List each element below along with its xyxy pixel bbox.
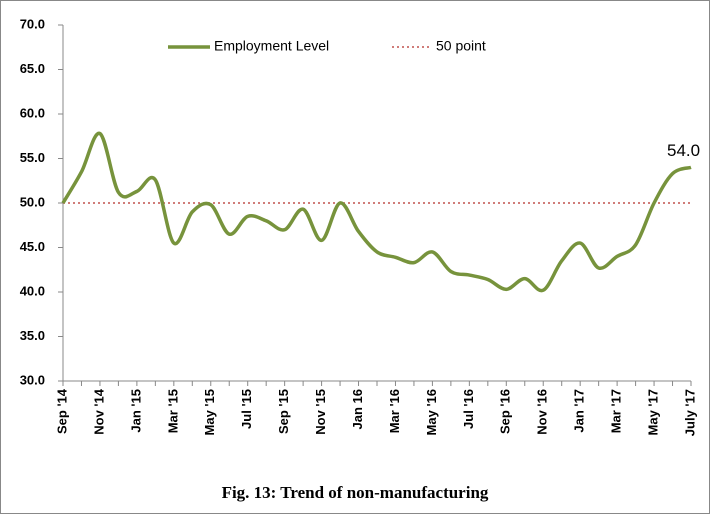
y-tick-label: 35.0 bbox=[20, 328, 45, 343]
y-tick-label: 65.0 bbox=[20, 61, 45, 76]
x-tick-label: Jul '15 bbox=[239, 389, 254, 429]
x-tick-label: Jan '15 bbox=[128, 389, 143, 433]
x-tick-label: Jan 16 bbox=[350, 389, 365, 429]
x-tick-label: May '17 bbox=[645, 389, 660, 435]
data-label: 54.0 bbox=[667, 141, 700, 160]
x-tick-label: May '16 bbox=[424, 389, 439, 435]
x-tick-label: May '15 bbox=[202, 389, 217, 435]
x-tick-label: Jan '17 bbox=[572, 389, 587, 433]
caption: Fig. 13: Trend of non-manufacturing bbox=[222, 483, 489, 502]
x-tick-label: Mar '17 bbox=[609, 389, 624, 433]
y-tick-label: 60.0 bbox=[20, 105, 45, 120]
legend-label: 50 point bbox=[436, 38, 486, 54]
x-tick-label: Mar '16 bbox=[387, 389, 402, 433]
x-tick-label: Nov '14 bbox=[91, 388, 106, 434]
legend-label: Employment Level bbox=[214, 38, 329, 54]
x-tick-label: Jul '16 bbox=[461, 389, 476, 429]
y-tick-label: 55.0 bbox=[20, 150, 45, 165]
y-tick-label: 30.0 bbox=[20, 372, 45, 387]
y-tick-label: 50.0 bbox=[20, 194, 45, 209]
x-tick-label: Sep '15 bbox=[276, 389, 291, 434]
x-tick-label: Sep '14 bbox=[54, 388, 69, 434]
y-tick-label: 40.0 bbox=[20, 283, 45, 298]
x-tick-label: Sep '16 bbox=[498, 389, 513, 434]
x-tick-label: July '17 bbox=[682, 389, 697, 436]
x-tick-label: Mar '15 bbox=[165, 389, 180, 433]
x-tick-label: Nov '15 bbox=[313, 389, 328, 435]
x-tick-label: Nov '16 bbox=[535, 389, 550, 435]
y-tick-label: 70.0 bbox=[20, 16, 45, 31]
series-line bbox=[61, 131, 692, 293]
y-tick-label: 45.0 bbox=[20, 239, 45, 254]
